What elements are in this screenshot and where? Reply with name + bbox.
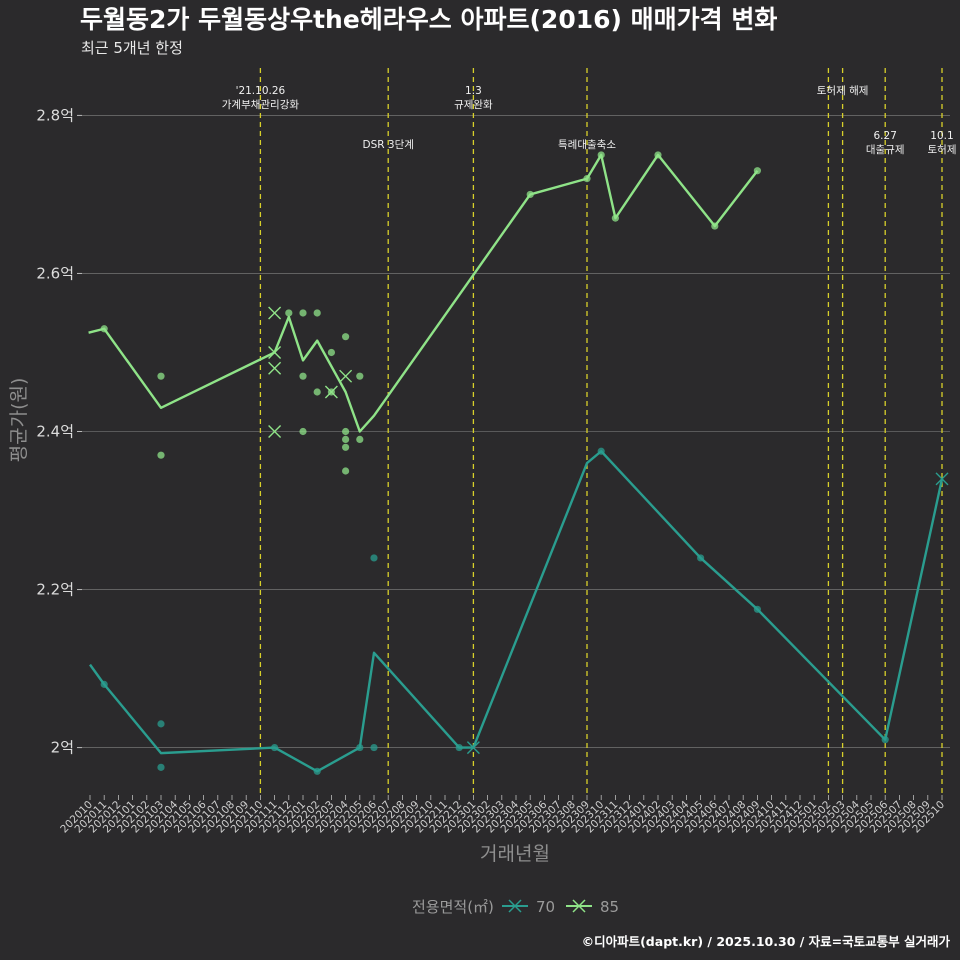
data-point-85 <box>342 427 350 436</box>
data-point-70 <box>271 743 279 752</box>
data-point-70 <box>157 720 165 728</box>
data-point-85 <box>299 427 307 436</box>
data-point-85 <box>583 175 591 183</box>
cross-point-85 <box>268 345 282 359</box>
data-point-85 <box>157 372 165 380</box>
legend-item-70: 70 <box>502 898 555 916</box>
series-line-70 <box>89 450 944 773</box>
data-point-85 <box>654 151 662 159</box>
data-point-85 <box>342 333 350 341</box>
event-label: DSR 3단계 <box>363 139 414 151</box>
cross-point-85 <box>339 369 353 383</box>
event-label: '21.10.26 <box>236 85 286 97</box>
y-tick-labels: 2억 2.2억 2.4억 2.6억 2.8억 <box>36 106 82 757</box>
data-point-85 <box>157 451 165 459</box>
event-label: 6.27 <box>874 130 897 142</box>
data-point-85 <box>299 309 307 317</box>
data-point-85 <box>356 435 364 444</box>
cross-point-85 <box>268 306 282 320</box>
event-label: 대출규제 <box>866 144 905 156</box>
data-point-85 <box>753 167 762 175</box>
legend-marker-85 <box>572 899 586 913</box>
y-tick-label: 2.4억 <box>36 423 74 441</box>
y-tick-label: 2.8억 <box>36 106 74 124</box>
event-label: 규제완화 <box>454 98 493 111</box>
event-label: 특례대출축소 <box>558 139 616 151</box>
data-point-85 <box>299 372 307 380</box>
event-label: 1.3 <box>465 85 482 97</box>
cross-point-70 <box>935 472 949 486</box>
data-point-85 <box>597 151 605 159</box>
data-point-70 <box>356 743 364 752</box>
event-label: 가계부채관리강화 <box>222 99 300 111</box>
data-point-85 <box>342 443 350 451</box>
y-tick-label: 2억 <box>51 739 74 757</box>
data-series <box>88 151 949 775</box>
data-point-85 <box>342 467 350 475</box>
data-point-85 <box>711 222 719 230</box>
source-caption: ©디아파트(dapt.kr) / 2025.10.30 / 자료=국토교통부 실… <box>582 934 951 949</box>
legend: 전용면적(㎡) 70 85 <box>412 898 619 916</box>
data-point-70 <box>697 554 705 562</box>
legend-item-85: 85 <box>566 898 619 916</box>
cross-point-85 <box>324 385 338 399</box>
data-point-70 <box>881 736 889 744</box>
event-label: 토허제 해제 <box>817 84 869 97</box>
legend-label-70: 70 <box>536 898 555 916</box>
y-tick-label: 2.2억 <box>36 581 74 599</box>
legend-marker-70 <box>508 899 522 913</box>
data-point-70 <box>753 605 762 613</box>
y-axis-label: 평균가(원) <box>8 378 30 463</box>
data-point-70 <box>597 447 605 455</box>
data-point-85 <box>100 325 108 333</box>
cross-point-70 <box>466 741 480 755</box>
data-point-85 <box>285 309 293 317</box>
data-point-70 <box>157 763 165 771</box>
data-point-85 <box>342 435 350 444</box>
chart-subtitle: 최근 5개년 한정 <box>81 39 183 57</box>
data-point-70 <box>100 680 108 688</box>
y-tick-label: 2.6억 <box>36 264 74 282</box>
data-point-70 <box>370 554 378 562</box>
data-point-85 <box>526 190 534 199</box>
data-point-85 <box>356 372 364 380</box>
series-line-85 <box>88 153 759 433</box>
cross-point-85 <box>268 425 282 438</box>
data-point-70 <box>313 767 321 775</box>
data-point-70 <box>370 743 378 752</box>
data-point-85 <box>611 214 620 222</box>
event-label: 10.1 <box>930 130 953 142</box>
data-point-85 <box>313 388 321 396</box>
x-tick-labels: 2020102020112020122021012021022021032021… <box>58 795 947 835</box>
data-point-85 <box>313 309 321 317</box>
cross-point-85 <box>268 361 282 375</box>
legend-title: 전용면적(㎡) <box>412 898 494 916</box>
chart-title: 두월동2가 두월동상우the헤라우스 아파트(2016) 매매가격 변화 <box>80 5 777 34</box>
y-gridlines <box>82 115 950 748</box>
event-label: 토허제 <box>928 144 957 156</box>
legend-label-85: 85 <box>600 898 619 916</box>
data-point-85 <box>327 348 335 357</box>
x-axis-label: 거래년월 <box>480 843 550 865</box>
data-point-70 <box>455 743 463 752</box>
